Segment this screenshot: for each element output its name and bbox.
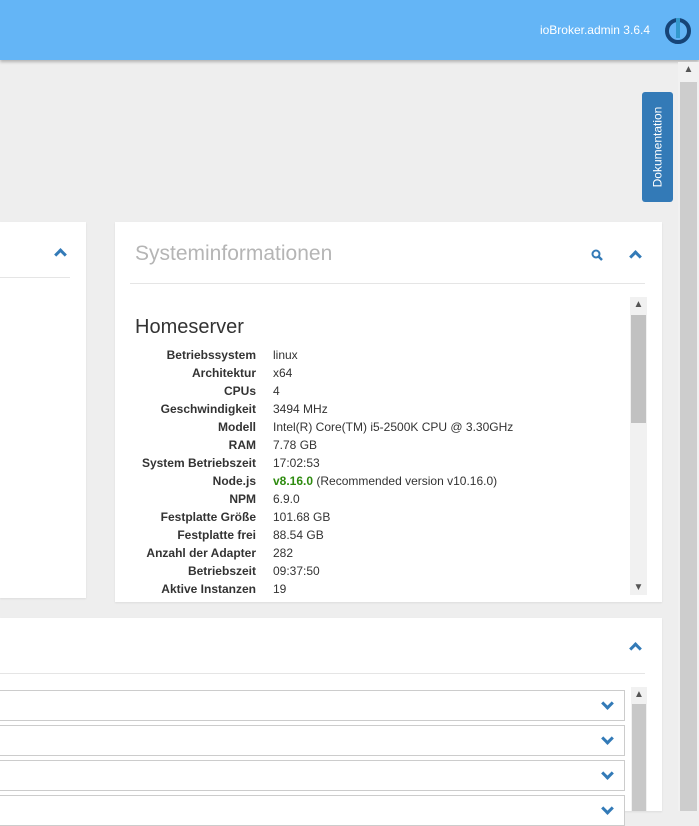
info-value: x64	[273, 366, 293, 380]
list-item[interactable]	[0, 690, 625, 721]
info-scrollbar-thumb[interactable]	[631, 315, 646, 423]
iobroker-logo-icon[interactable]	[664, 15, 692, 45]
info-value: 88.54 GB	[273, 528, 324, 542]
info-label: Geschwindigkeit	[160, 402, 256, 416]
info-label: Betriebssystem	[166, 348, 256, 362]
collapse-icon[interactable]	[54, 248, 67, 261]
info-row: Architektur x64	[130, 364, 513, 382]
info-row: Node.js v8.16.0 (Recommended version v10.…	[130, 472, 513, 490]
info-label: Anzahl der Adapter	[146, 546, 256, 560]
system-info-table: Betriebssystem linux Architektur x64 CPUs 4 Ge…	[130, 346, 513, 595]
info-value: v8.16.0 (Recommended version v10.16.0)	[273, 474, 498, 488]
info-label: Festplatte Größe	[160, 510, 256, 524]
divider	[0, 277, 70, 278]
info-row: Betriebszeit 09:37:50	[130, 562, 513, 580]
bottom-panel: ▲	[0, 618, 662, 826]
info-value: 7.78 GB	[273, 438, 318, 452]
info-note: (Recommended version v10.16.0)	[313, 474, 498, 488]
info-value: Intel(R) Core(TM) i5-2500K CPU @ 3.30GHz	[273, 420, 514, 434]
info-row: Festplatte Größe 101.68 GB	[130, 508, 513, 526]
search-icon[interactable]	[591, 249, 604, 262]
info-row: NPM 6.9.0	[130, 490, 513, 508]
expand-icon[interactable]	[601, 732, 614, 745]
info-label: NPM	[229, 492, 256, 506]
list-item[interactable]	[0, 725, 625, 756]
info-row: CPUs 4	[130, 382, 513, 400]
scroll-down-icon[interactable]: ▼	[633, 582, 644, 593]
info-label: Modell	[218, 420, 256, 434]
system-info-panel: Systeminformationen Homeserver Betriebss…	[115, 222, 662, 602]
divider	[130, 283, 645, 284]
list-item[interactable]	[0, 760, 625, 791]
collapse-icon[interactable]	[629, 250, 642, 263]
info-label: System Betriebszeit	[141, 456, 256, 470]
page-scrollbar[interactable]: ▲	[678, 62, 699, 811]
info-row: Geschwindigkeit 3494 MHz	[130, 400, 513, 418]
expand-icon[interactable]	[601, 767, 614, 780]
list-scrollbar-thumb[interactable]	[632, 704, 646, 811]
divider	[0, 673, 645, 674]
documentation-button[interactable]: Dokumentation	[642, 92, 673, 202]
info-label: Architektur	[191, 366, 256, 380]
info-value: linux	[273, 348, 298, 362]
info-label: Aktive Instanzen	[161, 582, 256, 595]
info-label: CPUs	[223, 384, 256, 398]
info-label: Node.js	[212, 474, 256, 488]
list-scrollbar[interactable]: ▲	[631, 687, 647, 811]
scroll-up-icon[interactable]: ▲	[633, 299, 644, 310]
scroll-up-icon[interactable]: ▲	[683, 64, 694, 75]
info-value: 17:02:53	[273, 456, 320, 470]
info-value: 6.9.0	[273, 492, 300, 506]
admin-version: ioBroker.admin 3.6.4	[539, 23, 650, 37]
info-row: RAM 7.78 GB	[130, 436, 513, 454]
info-value: 3494 MHz	[273, 402, 328, 416]
collapse-icon[interactable]	[629, 642, 642, 655]
info-scrollbar[interactable]: ▲ ▼	[630, 297, 647, 595]
info-row: Betriebssystem linux	[130, 346, 513, 364]
info-row: System Betriebszeit 17:02:53	[130, 454, 513, 472]
left-panel	[0, 222, 86, 598]
info-row: Aktive Instanzen 19	[130, 580, 513, 595]
info-row: Anzahl der Adapter 282	[130, 544, 513, 562]
info-value: 282	[273, 546, 294, 560]
expand-icon[interactable]	[601, 802, 614, 815]
info-value: 4	[273, 384, 280, 398]
info-row: Modell Intel(R) Core(TM) i5-2500K CPU @ 3…	[130, 418, 513, 436]
expand-icon[interactable]	[601, 697, 614, 710]
info-label: RAM	[228, 438, 256, 452]
system-info-content: Homeserver Betriebssystem linux Architektu…	[130, 297, 630, 595]
info-label: Festplatte frei	[177, 528, 256, 542]
info-row: Festplatte frei 88.54 GB	[130, 526, 513, 544]
documentation-label: Dokumentation	[650, 106, 665, 188]
panel-title: Systeminformationen	[135, 242, 333, 265]
info-value: 09:37:50	[273, 564, 320, 578]
header-bar: ioBroker.admin 3.6.4	[0, 0, 699, 60]
host-name: Homeserver	[135, 316, 244, 338]
scroll-up-icon[interactable]: ▲	[634, 689, 644, 700]
info-value: 101.68 GB	[273, 510, 331, 524]
info-label: Betriebszeit	[187, 564, 256, 578]
page-scrollbar-thumb[interactable]	[680, 82, 697, 811]
info-value: 19	[273, 582, 287, 595]
